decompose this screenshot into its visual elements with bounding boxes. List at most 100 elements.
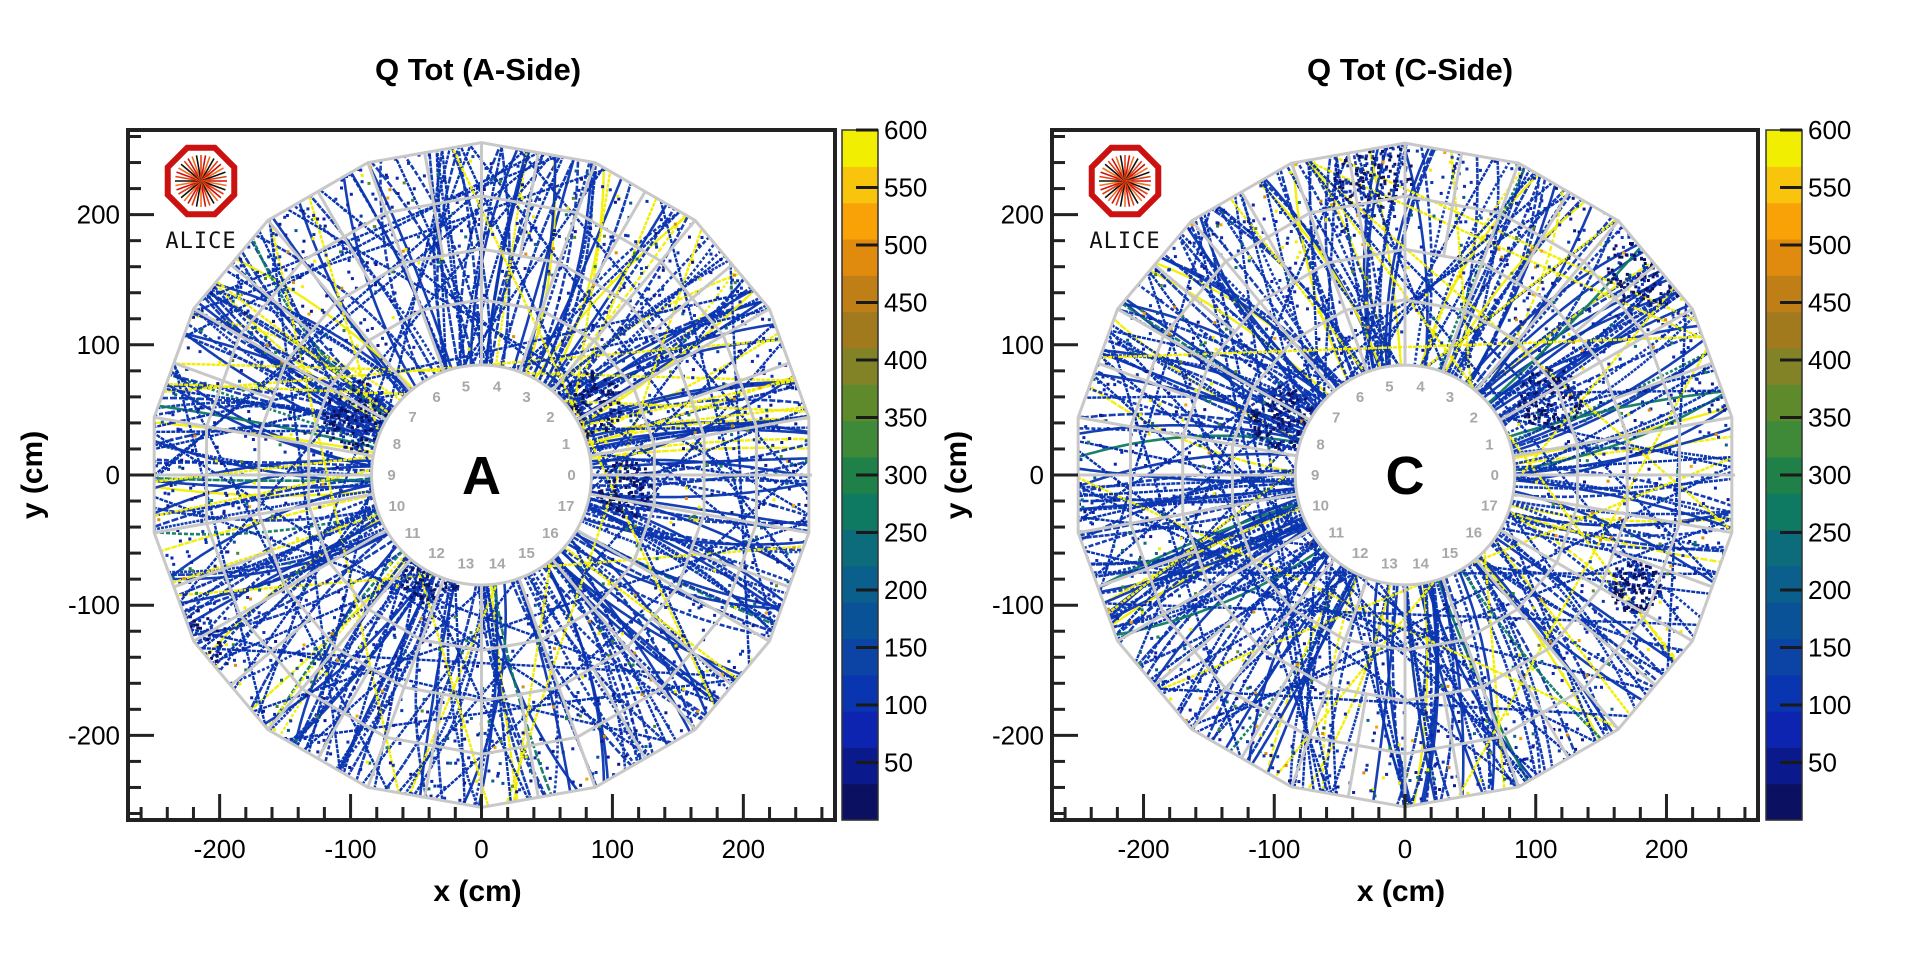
hit-pixel <box>1553 666 1557 669</box>
hit-pixel <box>1622 251 1625 255</box>
hit-pixel <box>1154 552 1158 555</box>
hit-cluster-pixel <box>1649 302 1653 306</box>
hit-pixel <box>1187 658 1191 662</box>
hit-cluster-pixel <box>1297 409 1301 412</box>
hit-cluster-pixel <box>1654 300 1658 304</box>
hit-pixel <box>1286 298 1290 302</box>
hit-cluster-pixel <box>352 388 355 392</box>
hit-pixel <box>1274 724 1278 728</box>
hit-pixel <box>184 397 188 401</box>
hit-pixel <box>385 746 389 750</box>
hit-pixel <box>347 259 351 262</box>
hit-pixel <box>277 392 281 396</box>
hit-pixel <box>1199 524 1202 528</box>
hit-cluster-pixel <box>1619 279 1623 283</box>
hit-cluster-pixel <box>1253 425 1257 429</box>
hit-cluster-pixel <box>593 387 597 391</box>
colorbar-tick-label: 250 <box>884 518 927 548</box>
hit-pixel <box>639 267 643 271</box>
hit-pixel <box>681 464 685 467</box>
track <box>154 426 809 434</box>
hit-pixel <box>1493 298 1497 302</box>
track <box>1478 198 1596 396</box>
hit-cluster-pixel <box>1274 445 1278 449</box>
hit-cluster-pixel <box>618 479 622 483</box>
hit-pixel <box>1212 492 1216 495</box>
hit-pixel <box>1392 305 1396 309</box>
hit-pixel <box>1707 390 1711 394</box>
hit-pixel <box>440 605 444 609</box>
track <box>1321 573 1360 800</box>
hit-pixel <box>409 772 413 776</box>
hit-cluster-pixel <box>577 384 581 388</box>
hit-pixel <box>246 309 250 313</box>
hit-pixel <box>399 668 403 672</box>
hit-cluster-pixel <box>616 418 620 422</box>
hit-pixel <box>1362 187 1366 191</box>
hit-pixel <box>1596 653 1600 656</box>
hit-cluster-pixel <box>604 416 608 420</box>
hit-cluster-pixel <box>1534 416 1538 420</box>
hit-pixel <box>634 314 638 318</box>
hit-pixel <box>502 182 506 186</box>
hit-pixel <box>272 248 276 252</box>
hit-pixel <box>612 693 616 696</box>
hit-pixel <box>1218 738 1222 742</box>
hit-cluster-pixel <box>412 597 416 601</box>
hit-pixel <box>1679 630 1683 634</box>
hit-pixel <box>552 247 555 251</box>
hit-pixel <box>1488 314 1492 318</box>
hit-pixel <box>1188 382 1192 386</box>
hit-pixel <box>224 491 228 495</box>
hit-cluster-pixel <box>1375 156 1379 160</box>
hit-cluster-pixel <box>578 403 582 407</box>
hit-pixel <box>306 207 310 211</box>
hit-pixel <box>1381 160 1385 164</box>
hit-pixel <box>633 593 637 597</box>
hit-pixel <box>417 722 420 726</box>
hit-pixel <box>1215 208 1219 212</box>
hit-pixel <box>1649 407 1653 411</box>
hit-pixel <box>1287 691 1291 695</box>
hit-pixel <box>1639 450 1643 454</box>
hit-cluster-pixel <box>1393 162 1397 166</box>
hit-pixel <box>1637 250 1641 254</box>
hit-pixel <box>1698 430 1702 434</box>
hit-pixel <box>285 214 289 217</box>
hit-pixel <box>1619 327 1623 331</box>
hit-pixel <box>1219 443 1223 447</box>
hit-cluster-pixel <box>211 633 215 637</box>
track <box>249 232 389 420</box>
track <box>284 571 431 748</box>
hit-pixel <box>1369 193 1373 197</box>
hit-pixel <box>1493 342 1497 346</box>
hit-cluster-pixel <box>345 410 349 414</box>
hit-pixel <box>275 705 279 708</box>
hit-pixel <box>774 480 778 484</box>
hit-pixel <box>294 256 298 260</box>
hit-pixel <box>1677 309 1681 312</box>
hit-pixel <box>596 699 600 703</box>
hit-cluster-pixel <box>193 623 197 627</box>
hit-pixel <box>660 533 664 537</box>
hit-pixel <box>475 779 478 783</box>
sector-subdivision <box>690 361 790 401</box>
hit-pixel <box>414 773 418 777</box>
hit-cluster-pixel <box>336 388 340 392</box>
hit-pixel <box>1163 687 1167 691</box>
hit-pixel <box>232 540 236 544</box>
hit-pixel <box>1255 709 1259 712</box>
hit-pixel <box>320 666 323 670</box>
hit-pixel <box>406 201 410 205</box>
track <box>1510 501 1707 624</box>
hit-pixel <box>1478 767 1482 771</box>
hit-cluster-pixel <box>618 470 622 474</box>
track <box>287 200 443 374</box>
hit-pixel <box>181 466 185 470</box>
hit-pixel <box>1296 651 1300 655</box>
hit-cluster-pixel <box>1381 149 1384 153</box>
hit-pixel <box>1220 661 1224 665</box>
track <box>1453 572 1491 800</box>
hit-pixel <box>761 317 765 321</box>
hit-pixel <box>1297 780 1301 784</box>
